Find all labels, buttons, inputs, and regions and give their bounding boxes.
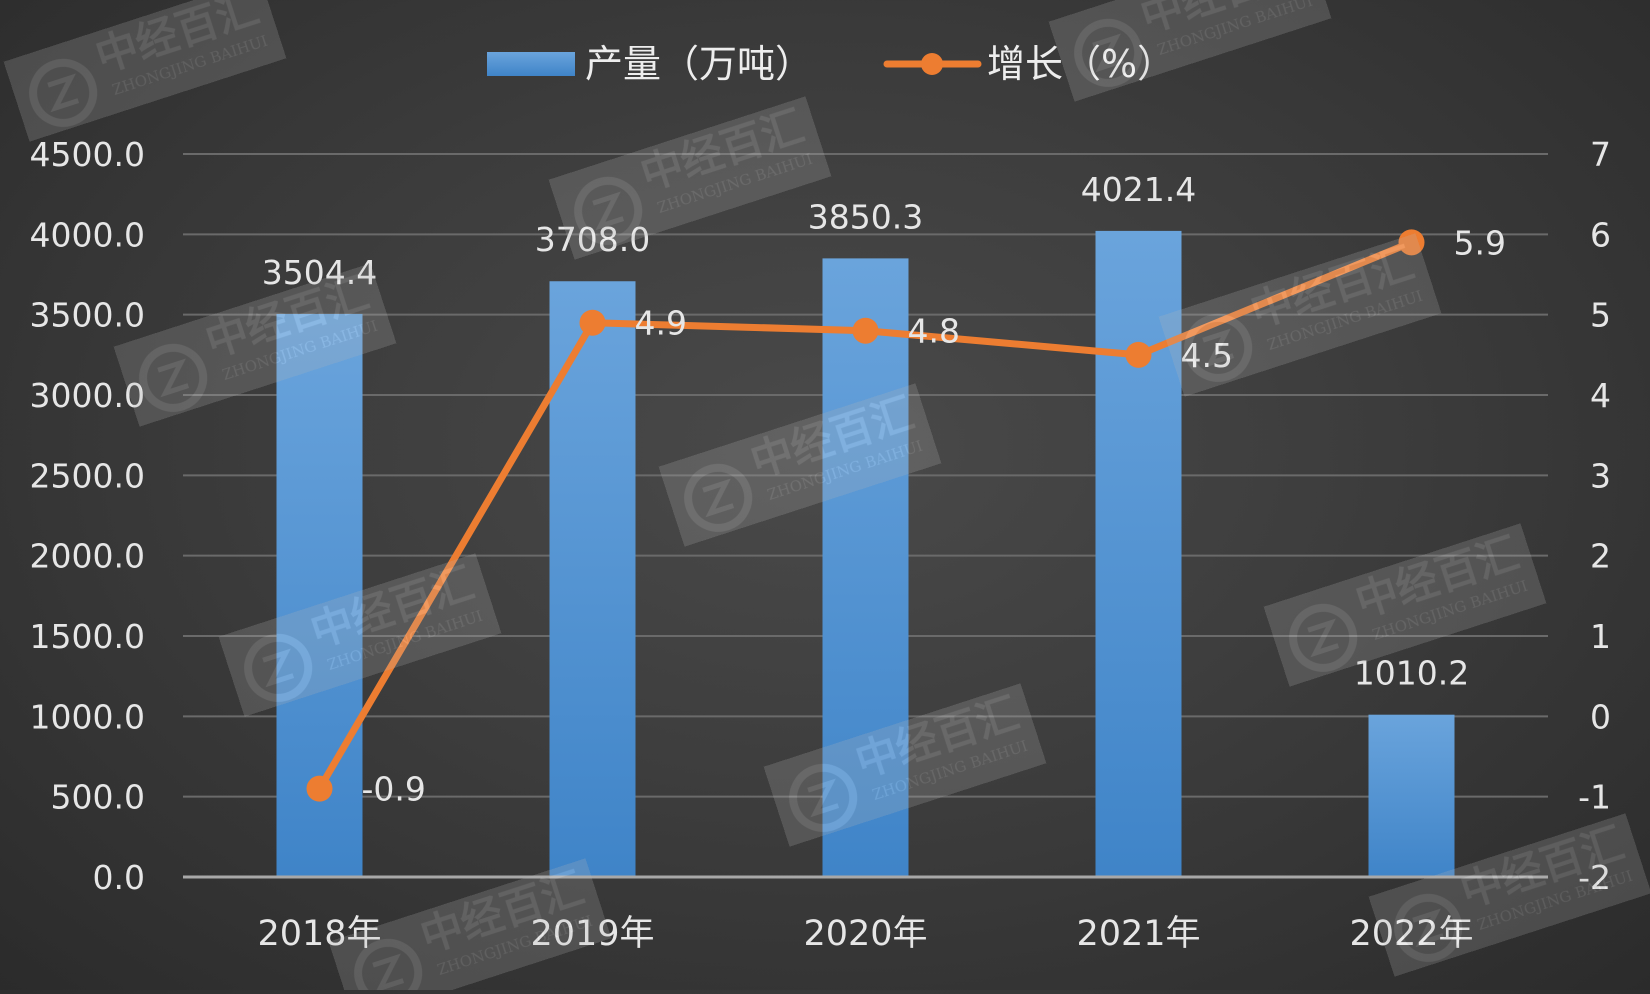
watermark-logo-icon: [139, 343, 208, 412]
growth-value-label: -0.9: [362, 770, 426, 809]
legend-item-production: 产量（万吨）: [487, 42, 813, 86]
y-right-tick-label: -1: [1578, 778, 1611, 817]
growth-value-label: 4.5: [1181, 336, 1233, 375]
watermark-logo-icon: [789, 763, 858, 832]
watermark-band: [1158, 233, 1442, 397]
data-labels: 3504.4 3708.0 3850.3 4021.4 1010.2 -0.9 4.9 4.8…: [262, 170, 1506, 809]
x-category-label: 2019年: [530, 914, 654, 954]
watermark-logo-icon: [574, 176, 643, 245]
y-right-tick-label: 1: [1590, 617, 1611, 656]
bar-value-label: 3850.3: [808, 197, 923, 236]
watermark-logo-mark: [1412, 908, 1445, 948]
y-left-tick-label: 500.0: [51, 778, 145, 817]
bar: [822, 258, 909, 877]
watermark-logo-mark: [372, 953, 405, 993]
bar: [549, 281, 636, 877]
watermark-logo-mark: [262, 648, 295, 688]
y-right-tick-label: 6: [1590, 215, 1611, 254]
growth-value-label: 4.9: [635, 304, 687, 343]
legend-label-production: 产量（万吨）: [585, 42, 813, 86]
axes: 0.0500.01000.01500.02000.02500.03000.035…: [30, 135, 1611, 954]
growth-value-label: 5.9: [1454, 223, 1506, 262]
watermark-band: [658, 383, 942, 547]
watermark-band: [328, 858, 612, 994]
y-right-tick-label: 2: [1590, 537, 1611, 576]
bar-value-label: 1010.2: [1354, 654, 1469, 693]
bar-value-label: 3708.0: [535, 220, 650, 259]
legend-swatch-bar: [487, 52, 575, 76]
bar-series: [276, 230, 1455, 878]
growth-point: [852, 317, 879, 344]
watermark-logo-mark: [47, 73, 80, 113]
watermark-logo-icon: [354, 938, 423, 994]
watermark-logo-mark: [807, 778, 840, 818]
line-series: [306, 229, 1425, 802]
watermark-logo-icon: [684, 463, 753, 532]
legend-label-growth: 增长（%）: [987, 42, 1175, 86]
y-left-tick-label: 4000.0: [30, 215, 145, 254]
y-right-tick-label: 7: [1590, 135, 1611, 174]
growth-value-label: 4.8: [908, 312, 960, 351]
watermark-logo-mark: [1092, 33, 1125, 73]
y-left-tick-label: 1000.0: [30, 697, 145, 736]
watermark-band: [1263, 523, 1547, 687]
watermark-logo-icon: [244, 633, 313, 702]
legend: 产量（万吨） 增长（%）: [487, 42, 1175, 86]
watermark-logo-mark: [1307, 618, 1340, 658]
watermark-logo-icon: [1184, 313, 1253, 382]
y-right-tick-label: 0: [1590, 697, 1611, 736]
bar: [1095, 230, 1182, 877]
watermark-band: [1368, 813, 1650, 977]
bar: [1368, 714, 1455, 877]
y-right-tick-label: 5: [1590, 296, 1611, 335]
x-category-label: 2022年: [1349, 914, 1473, 954]
watermark-logo-mark: [157, 358, 190, 398]
watermark-logo-mark: [1202, 328, 1235, 368]
watermark-band: [1048, 0, 1332, 102]
watermark-logo-icon: [29, 58, 98, 127]
x-category-label: 2021年: [1076, 914, 1200, 954]
x-category-label: 2018年: [257, 914, 381, 954]
growth-point: [306, 775, 333, 802]
y-left-tick-label: 2500.0: [30, 456, 145, 495]
growth-point: [1125, 341, 1152, 368]
y-left-tick-label: 1500.0: [30, 617, 145, 656]
legend-swatch-marker: [921, 53, 943, 75]
y-right-tick-label: 3: [1590, 456, 1611, 495]
watermark-logo-mark: [592, 191, 625, 231]
watermark-band: [763, 683, 1047, 847]
watermark-band: [113, 263, 397, 427]
watermark-band: [218, 553, 502, 717]
y-left-tick-label: 3500.0: [30, 296, 145, 335]
y-left-tick-label: 2000.0: [30, 537, 145, 576]
legend-item-growth: 增长（%）: [883, 42, 1175, 86]
watermark-logo-icon: [1394, 893, 1463, 962]
growth-point: [579, 309, 606, 336]
watermark-band: [3, 0, 287, 142]
watermark-logo-icon: [1289, 603, 1358, 672]
watermark-logo-mark: [702, 478, 735, 518]
y-left-tick-label: 3000.0: [30, 376, 145, 415]
watermark-band: [548, 96, 832, 260]
y-right-tick-label: -2: [1578, 858, 1611, 897]
y-left-tick-label: 0.0: [93, 858, 145, 897]
x-category-label: 2020年: [803, 914, 927, 954]
bar-value-label: 4021.4: [1081, 170, 1196, 209]
y-right-tick-label: 4: [1590, 376, 1611, 415]
y-left-tick-label: 4500.0: [30, 135, 145, 174]
watermark-logo-icon: [1074, 18, 1143, 87]
bar-value-label: 3504.4: [262, 253, 377, 292]
growth-point: [1398, 229, 1425, 256]
